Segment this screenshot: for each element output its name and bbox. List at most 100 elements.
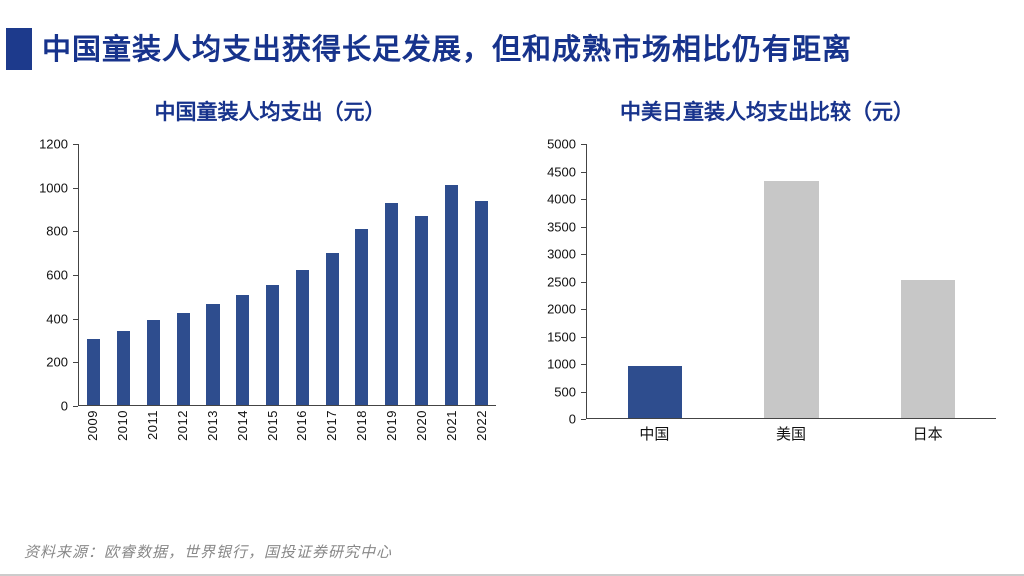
plot-wrap-right: 中国 美国 日本 <box>586 144 1004 445</box>
x-axis-label: 2013 <box>197 410 227 460</box>
x-axis-left: 2009 2010 2011 2012 2013 2014 2015 2016 2017 2018… <box>78 410 496 460</box>
chart-title-left: 中国童装人均支出（元） <box>154 101 386 124</box>
y-axis-tick-label: 4500 <box>547 164 576 179</box>
chart-title-right: 中美日童装人均支出比较（元） <box>620 101 914 124</box>
bar-slot <box>258 144 288 405</box>
y-axis-tick-mark <box>581 144 586 145</box>
bar-slot <box>79 144 109 405</box>
x-axis-label-text: 2010 <box>115 410 131 441</box>
bar-2018 <box>355 228 369 405</box>
y-axis-tick-mark <box>73 187 78 189</box>
x-axis-label: 2015 <box>257 410 287 460</box>
chart-body-left: 0 200 400 600 800 1000 1200 2009 2010 2011 2012 20… <box>10 137 530 460</box>
bar-2015 <box>266 285 280 405</box>
x-axis-label: 日本 <box>859 423 996 445</box>
plot-wrap-left: 2009 2010 2011 2012 2013 2014 2015 2016 2017 2018… <box>78 144 530 460</box>
x-axis-label: 2010 <box>108 410 138 460</box>
y-axis-tick-label: 1200 <box>39 136 68 152</box>
bar-2017 <box>325 252 339 405</box>
bar-slot <box>723 144 859 418</box>
y-axis-tick-mark <box>73 275 78 276</box>
title-accent-square <box>6 28 32 70</box>
x-axis-label: 2018 <box>347 410 377 460</box>
bar-slot <box>287 144 317 405</box>
x-axis-label-text: 2013 <box>204 410 220 441</box>
plot-area-left <box>78 144 496 406</box>
y-axis-tick-label: 3500 <box>547 219 576 234</box>
x-axis-label-text: 2009 <box>85 410 101 441</box>
x-axis-label: 2014 <box>227 410 257 460</box>
bar-slot <box>407 144 437 405</box>
y-axis-tick-label: 2000 <box>547 301 576 317</box>
y-axis-tick-mark <box>73 318 78 320</box>
y-axis-tick-label: 3000 <box>547 246 576 262</box>
y-axis-tick-label: 800 <box>46 223 68 239</box>
bar-slot <box>587 144 723 418</box>
page-title: 中国童装人均支出获得长足发展，但和成熟市场相比仍有距离 <box>42 34 853 66</box>
bar-2011 <box>146 320 160 405</box>
bar-slot <box>860 144 996 418</box>
x-axis-right: 中国 美国 日本 <box>586 423 996 445</box>
y-axis-tick-mark <box>581 336 586 338</box>
y-axis-tick-label: 400 <box>46 311 68 327</box>
y-axis-tick-label: 0 <box>60 398 68 414</box>
chart-china-per-capita-spend: 中国童装人均支出（元） 0 200 400 600 800 1000 1200 2009 20… <box>10 96 530 460</box>
bar-2016 <box>295 270 309 405</box>
y-axis-tick-mark <box>581 309 586 310</box>
y-axis-tick-label: 600 <box>46 267 68 283</box>
x-axis-label-text: 2011 <box>145 410 161 440</box>
x-axis-label-text: 2022 <box>473 410 489 441</box>
y-axis-tick-label: 1500 <box>547 329 576 344</box>
y-axis-left: 0 200 400 600 800 1000 1200 <box>30 137 78 414</box>
y-axis-tick-mark <box>581 391 586 393</box>
y-axis-tick-mark <box>581 226 586 228</box>
bar-slot <box>109 144 139 405</box>
x-axis-label: 2016 <box>287 410 317 460</box>
y-axis-tick-mark <box>73 362 78 364</box>
charts-area: 中国童装人均支出（元） 0 200 400 600 800 1000 1200 2009 20… <box>0 96 1024 460</box>
bar-2021 <box>444 185 458 405</box>
x-axis-label-text: 2016 <box>294 410 310 441</box>
bar-日本 <box>900 279 956 418</box>
y-axis-tick-label: 4000 <box>547 191 576 207</box>
y-axis-tick-mark <box>581 364 586 365</box>
x-axis-label-text: 2021 <box>443 410 459 441</box>
bar-2020 <box>414 215 429 405</box>
y-axis-tick-mark <box>73 406 78 407</box>
x-axis-label-text: 2020 <box>413 410 429 441</box>
bar-slot <box>168 144 198 405</box>
y-axis-tick-mark <box>581 199 586 200</box>
y-axis-tick-mark <box>581 171 586 173</box>
x-axis-label-text: 2018 <box>354 410 370 441</box>
bar-slot <box>198 144 228 405</box>
y-axis-tick-label: 1000 <box>547 356 576 372</box>
bar-slot <box>347 144 377 405</box>
x-axis-label: 美国 <box>723 423 860 445</box>
y-axis-tick-mark <box>581 281 586 283</box>
x-axis-label-text: 美国 <box>776 426 807 443</box>
x-axis-label: 2022 <box>466 410 496 460</box>
y-axis-tick-mark <box>581 254 586 255</box>
x-axis-label-text: 中国 <box>639 426 670 443</box>
chart-body-right: 0 500 1000 1500 2000 2500 3000 3500 4000 4500 5000… <box>530 137 1004 445</box>
x-axis-label: 中国 <box>586 423 723 445</box>
y-axis-tick-mark <box>73 144 78 145</box>
x-axis-label: 2020 <box>406 410 436 460</box>
x-axis-label: 2017 <box>317 410 347 460</box>
x-axis-label: 2012 <box>168 410 198 460</box>
x-axis-label-text: 2015 <box>264 410 280 441</box>
x-axis-label-text: 2014 <box>234 410 250 441</box>
x-axis-label: 2021 <box>436 410 466 460</box>
header: 中国童装人均支出获得长足发展，但和成熟市场相比仍有距离 <box>0 0 1024 72</box>
bar-2009 <box>87 338 101 405</box>
y-axis-tick-label: 200 <box>46 354 68 370</box>
x-axis-label-text: 2012 <box>175 410 190 441</box>
bar-slot <box>377 144 407 405</box>
y-axis-tick-label: 1000 <box>39 180 68 196</box>
y-axis-right: 0 500 1000 1500 2000 2500 3000 3500 4000 4500 5000 <box>538 137 586 427</box>
bar-2019 <box>385 202 399 405</box>
x-axis-label-text: 日本 <box>912 426 943 443</box>
plot-area-right <box>586 144 996 419</box>
bar-2014 <box>236 295 250 405</box>
y-axis-tick-label: 500 <box>554 384 576 399</box>
